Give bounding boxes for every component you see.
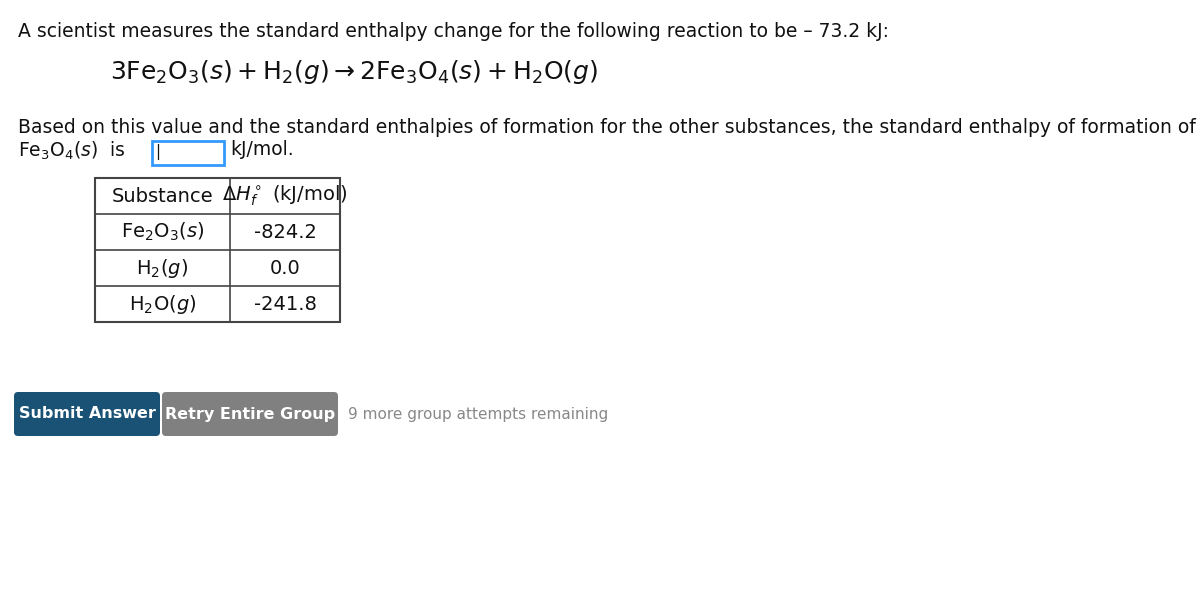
Text: -241.8: -241.8: [253, 294, 317, 313]
Text: $\Delta H_f^\circ\ \mathrm{(kJ/mol)}$: $\Delta H_f^\circ\ \mathrm{(kJ/mol)}$: [222, 184, 348, 208]
Text: 9 more group attempts remaining: 9 more group attempts remaining: [348, 407, 608, 422]
Text: $3\mathrm{Fe_2O_3}(s) + \mathrm{H_2}(g) \rightarrow 2\mathrm{Fe_3O_4}(s) + \math: $3\mathrm{Fe_2O_3}(s) + \mathrm{H_2}(g) …: [110, 58, 598, 86]
Text: kJ/mol.: kJ/mol.: [230, 140, 294, 159]
Text: A scientist measures the standard enthalpy change for the following reaction to : A scientist measures the standard enthal…: [18, 22, 889, 41]
Text: Retry Entire Group: Retry Entire Group: [164, 407, 335, 422]
Text: $\mathrm{H_2O}(g)$: $\mathrm{H_2O}(g)$: [128, 292, 196, 316]
Text: $\mathrm{H_2}(g)$: $\mathrm{H_2}(g)$: [137, 257, 188, 279]
Text: Substance: Substance: [112, 187, 214, 206]
FancyBboxPatch shape: [162, 392, 338, 436]
FancyBboxPatch shape: [14, 392, 160, 436]
Text: -824.2: -824.2: [253, 222, 317, 242]
Bar: [95, 178, 340, 322]
FancyBboxPatch shape: [152, 141, 224, 165]
Text: $\mathrm{Fe_2O_3}(s)$: $\mathrm{Fe_2O_3}(s)$: [121, 221, 204, 243]
Text: 0.0: 0.0: [270, 258, 300, 277]
Text: Submit Answer: Submit Answer: [18, 407, 156, 422]
Text: |: |: [155, 144, 160, 160]
Text: $\mathrm{Fe_3O_4}(s)$  is: $\mathrm{Fe_3O_4}(s)$ is: [18, 140, 126, 162]
Text: Based on this value and the standard enthalpies of formation for the other subst: Based on this value and the standard ent…: [18, 118, 1195, 137]
